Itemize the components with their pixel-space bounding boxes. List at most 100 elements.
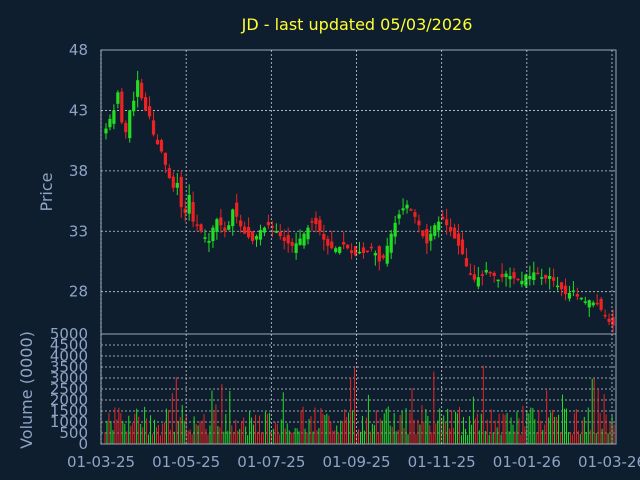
volume-bar xyxy=(352,410,354,444)
volume-bar xyxy=(395,431,397,444)
volume-bar xyxy=(538,410,540,444)
candle-body xyxy=(389,233,393,253)
volume-bar xyxy=(262,432,264,444)
volume-bar xyxy=(300,410,302,444)
candle-body xyxy=(215,219,219,232)
volume-bar xyxy=(217,426,219,444)
candle-body xyxy=(353,246,358,256)
candle-body xyxy=(262,227,267,233)
volume-bar xyxy=(375,410,377,444)
volume-bar xyxy=(209,425,211,444)
candle-body xyxy=(575,293,579,297)
candle-body xyxy=(567,292,572,299)
volume-bar xyxy=(377,433,379,444)
volume-bar xyxy=(560,431,562,444)
volume-bar xyxy=(229,390,231,444)
volume-bar xyxy=(324,415,326,444)
candle-body xyxy=(405,204,409,209)
volume-bar xyxy=(132,422,134,444)
x-axis-ticks: 01-03-25 01-05-25 01-07-25 01-09-25 01-11-25… xyxy=(67,50,640,471)
volume-bar xyxy=(171,393,173,444)
candle-body xyxy=(326,238,330,246)
volume-bar xyxy=(579,434,581,444)
volume-bar xyxy=(241,421,243,444)
chart-title: JD - last updated 05/03/2026 xyxy=(241,15,473,34)
candle-body xyxy=(246,227,251,238)
volume-bar xyxy=(268,412,270,444)
candle-body xyxy=(607,318,611,322)
candle-body xyxy=(136,80,140,97)
volume-bar xyxy=(601,428,603,444)
volume-tick-label: 1000 xyxy=(50,413,88,431)
volume-bar xyxy=(175,377,177,444)
volume-bar xyxy=(528,413,530,444)
volume-bar xyxy=(326,413,328,444)
volume-bar xyxy=(330,421,332,444)
volume-bar xyxy=(431,432,433,444)
x-tick-label: 01-11-25 xyxy=(408,453,476,471)
volume-tick-label: 2000 xyxy=(50,391,88,409)
price-panel-grid xyxy=(101,49,616,293)
volume-bar xyxy=(116,419,118,444)
candle-body xyxy=(397,214,401,219)
candle-body xyxy=(250,231,255,241)
volume-bar xyxy=(334,430,336,444)
volume-bar xyxy=(130,425,132,444)
volume-bar xyxy=(423,421,425,444)
candle-body xyxy=(409,209,413,211)
volume-bar xyxy=(439,408,441,444)
volume-bar xyxy=(524,426,526,444)
volume-bar xyxy=(373,425,375,444)
volume-bar xyxy=(292,432,294,444)
volume-bar xyxy=(304,428,306,444)
volume-bar xyxy=(536,432,538,444)
volume-bar xyxy=(253,424,255,444)
volume-bar xyxy=(219,427,221,444)
volume-bar xyxy=(203,414,205,444)
volume-bar xyxy=(255,414,257,444)
volume-bar xyxy=(257,431,259,444)
volume-bar xyxy=(449,428,451,444)
candle-body xyxy=(369,246,373,249)
volume-bar xyxy=(213,412,215,444)
volume-bar xyxy=(544,424,546,444)
volume-tick-label: 4500 xyxy=(50,336,88,354)
volume-bar xyxy=(558,414,560,444)
volume-bar xyxy=(488,434,490,444)
volume-bar xyxy=(266,414,268,444)
volume-bar xyxy=(447,408,449,444)
candle-body xyxy=(322,233,326,240)
candle-body xyxy=(191,201,195,222)
volume-bar xyxy=(177,420,179,444)
volume-bar xyxy=(443,415,445,444)
candle-body xyxy=(536,272,540,275)
candle-body xyxy=(437,221,441,231)
candle-body xyxy=(120,91,124,123)
candle-body xyxy=(464,258,469,267)
volume-bar xyxy=(144,406,146,444)
volume-bar xyxy=(482,365,484,444)
volume-bar xyxy=(569,432,571,444)
volume-bar xyxy=(179,417,181,444)
candle-body xyxy=(151,120,156,135)
volume-bar xyxy=(274,422,276,444)
candle-body xyxy=(532,272,536,281)
price-axis-label: Price xyxy=(37,172,56,211)
volume-bar xyxy=(173,431,175,444)
candle-body xyxy=(579,297,583,300)
candle-body xyxy=(132,100,136,112)
candle-body xyxy=(310,221,314,223)
volume-tick-label: 1500 xyxy=(50,402,88,420)
volume-bar xyxy=(573,413,575,444)
volume-bar xyxy=(397,429,399,444)
volume-bar xyxy=(159,435,161,444)
volume-bar xyxy=(409,412,411,444)
volume-bar xyxy=(134,413,136,444)
volume-bar xyxy=(243,417,245,444)
volume-bar xyxy=(514,431,516,444)
volume-bar xyxy=(308,419,310,444)
volume-bar xyxy=(387,406,389,444)
candle-body xyxy=(211,227,215,242)
volume-bar xyxy=(417,419,419,444)
